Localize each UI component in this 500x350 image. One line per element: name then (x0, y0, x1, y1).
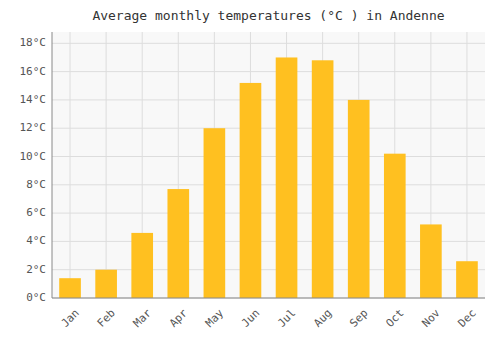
x-grid-line (466, 32, 467, 298)
x-grid-line (106, 32, 107, 298)
x-tick-label: Feb (95, 307, 118, 330)
chart-svg: 0°C 2°C 4°C 6°C 8°C 10°C 12°C 14°C 16°C 18°C Jan Fe… (0, 0, 500, 350)
y-tick-label: 2°C (26, 263, 46, 276)
title: Average monthly temperatures (°C ) in An… (92, 8, 444, 23)
bar (167, 189, 189, 298)
bar (420, 224, 442, 298)
x-tick-label: Aug (311, 307, 334, 330)
y-grid-line (52, 298, 485, 299)
x-tick-label: Nov (419, 306, 443, 330)
x-tick-label: Jan (59, 307, 82, 330)
bar (348, 100, 370, 298)
y-axis-line (52, 32, 53, 298)
bar (456, 261, 478, 298)
bar (131, 233, 153, 298)
x-tick-label: Sep (347, 307, 370, 330)
bar (384, 154, 406, 298)
y-tick-label: 14°C (20, 93, 47, 106)
bar (312, 60, 334, 298)
y-tick-label: 6°C (26, 206, 46, 219)
y-grid-line (52, 128, 485, 129)
x-tick-labels: Jan Feb Mar Apr May Jun Jul Aug Sep Oct Nov Dec (59, 306, 479, 330)
x-tick-label: Mar (131, 306, 155, 330)
x-tick-label: Jul (275, 307, 298, 330)
y-grid-line (52, 43, 485, 44)
y-tick-label: 8°C (26, 178, 46, 191)
y-tick-label: 12°C (20, 121, 47, 134)
x-tick-label: Dec (455, 307, 478, 330)
x-axis-line (52, 298, 485, 299)
plot-background (52, 32, 485, 298)
y-tick-label: 10°C (20, 150, 47, 163)
bars (59, 57, 478, 298)
y-tick-label: 0°C (26, 291, 46, 304)
bar (240, 83, 262, 298)
x-tick-label: Apr (167, 306, 191, 330)
x-tick-label: Oct (383, 307, 406, 330)
y-tick-label: 18°C (20, 36, 47, 49)
bar (95, 270, 117, 298)
y-tick-label: 16°C (20, 65, 47, 78)
grid (52, 32, 485, 298)
y-grid-line (52, 156, 485, 157)
y-grid-line (52, 213, 485, 214)
bar (276, 57, 298, 298)
x-tick-label: May (203, 306, 227, 330)
x-tick-label: Jun (239, 307, 262, 330)
y-tick-label: 4°C (26, 234, 46, 247)
y-grid-line (52, 99, 485, 100)
bar (59, 278, 81, 298)
bar (204, 128, 226, 298)
x-grid-line (70, 32, 71, 298)
y-tick-labels: 0°C 2°C 4°C 6°C 8°C 10°C 12°C 14°C 16°C 18°C (20, 36, 47, 304)
y-grid-line (52, 71, 485, 72)
y-grid-line (52, 184, 485, 185)
chart-container: 0°C 2°C 4°C 6°C 8°C 10°C 12°C 14°C 16°C 18°C Jan Fe… (0, 0, 500, 350)
